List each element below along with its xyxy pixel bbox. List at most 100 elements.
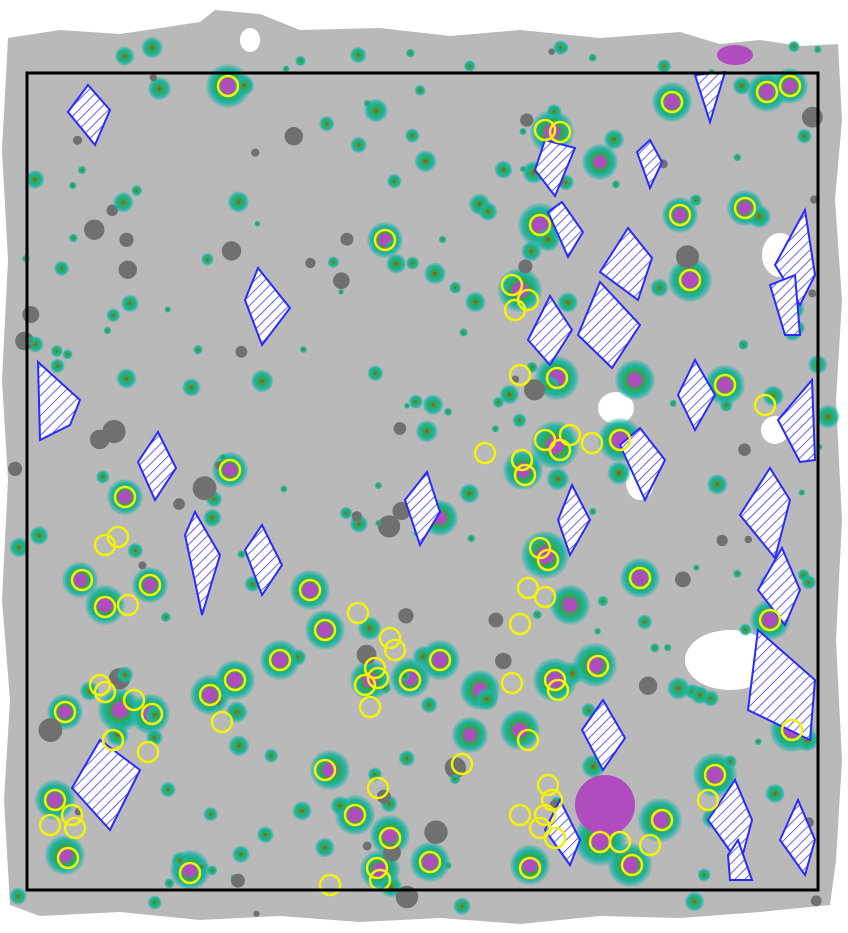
detection-circle [378,626,402,650]
particle [510,845,550,885]
particle [54,260,70,276]
particle [290,570,330,610]
detection-circle [580,431,604,455]
particle [613,852,620,859]
detection-circle [510,448,534,472]
particle [284,127,303,146]
detection-circle [533,118,557,142]
detection-circle [668,203,692,227]
particle [415,420,438,443]
particle [512,413,527,428]
particle [230,873,245,888]
particle [45,835,85,875]
detection-circle [650,808,674,832]
hatched-region [70,738,142,832]
particle [649,643,660,653]
detection-circle [536,548,560,572]
detection-circle [198,683,222,707]
particle [668,258,712,302]
particle [638,798,682,842]
particle [119,232,134,247]
detection-circle [138,573,162,597]
detection-circle [365,856,389,880]
detection-circle [508,363,532,387]
particle [251,369,274,393]
particle [689,194,702,207]
hatched-region [778,797,817,878]
particle [8,461,23,476]
particle [35,780,75,820]
particle [22,306,40,323]
particle [813,45,822,54]
particle [226,701,248,723]
particle [413,646,434,667]
particle-cluster [575,775,635,835]
particle [319,116,335,132]
particle [765,783,785,804]
detection-circle [546,678,570,702]
particle [164,306,172,313]
particle [221,241,242,261]
detection-circle [93,680,117,704]
hatched-region [546,200,585,260]
detection-circle [778,74,802,98]
particle [96,470,110,484]
detection-circle [70,568,94,592]
particle [739,623,752,636]
particle [754,738,762,746]
particle [69,233,78,243]
detection-circle [313,618,337,642]
detection-circle [678,268,702,292]
particle [148,77,171,101]
particle [669,399,677,408]
particle [546,467,569,491]
particle [358,616,382,641]
particle [597,595,609,607]
particle [408,394,423,409]
particle [392,501,411,521]
particle [573,643,617,687]
detection-circle [60,803,84,827]
particle [546,104,562,120]
particle [106,308,121,323]
detection-circle [363,656,387,680]
hatched-region [580,698,627,772]
particle [25,170,45,189]
particle [393,422,407,435]
particle [116,666,134,684]
detection-circle [343,803,367,827]
particle [299,345,308,354]
detection-circle [548,120,572,144]
particle [802,106,823,128]
particle [491,425,500,433]
particle [386,253,407,274]
particle [85,585,125,625]
hatched-region [533,138,577,198]
particle [147,895,162,910]
detection-circle [56,846,80,870]
particle [475,687,499,711]
hatched-region [136,430,178,503]
detection-circle [218,458,242,482]
particle [398,608,414,624]
particle [810,895,822,907]
detection-circle [755,80,779,104]
particle [548,48,555,55]
particle [68,181,77,190]
particle [553,40,568,55]
detection-circle [366,666,390,690]
detection-circle [116,593,140,617]
particle [810,195,819,204]
particle [254,220,261,227]
particle [350,136,367,154]
detection-circle [63,816,87,840]
hatched-region [36,359,82,442]
particle [160,612,171,623]
detection-circle [113,485,137,509]
detection-circle [543,826,567,850]
particle [738,339,749,350]
detection-circle [216,74,240,98]
detection-circle [38,813,62,837]
